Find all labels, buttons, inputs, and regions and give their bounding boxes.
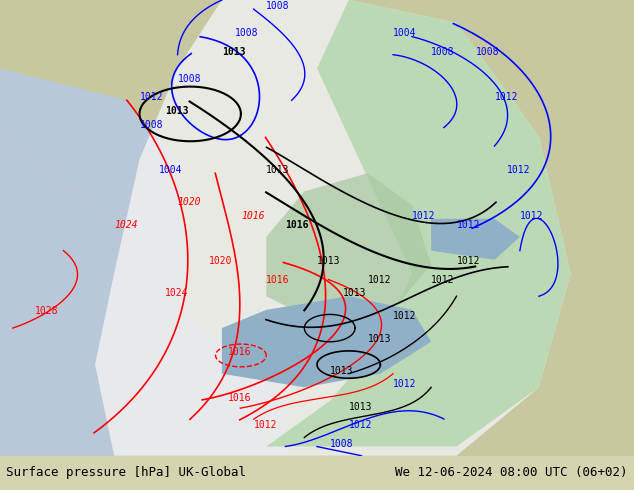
Text: 1008: 1008 — [235, 28, 258, 38]
Polygon shape — [95, 0, 571, 456]
Text: 1016: 1016 — [241, 211, 264, 220]
Polygon shape — [266, 173, 431, 328]
Text: 1004: 1004 — [393, 28, 417, 38]
Text: 1012: 1012 — [393, 311, 417, 321]
Text: 1012: 1012 — [412, 211, 436, 220]
Polygon shape — [266, 0, 571, 446]
Text: 1016: 1016 — [228, 347, 252, 357]
Text: 1016: 1016 — [266, 274, 290, 285]
Text: 1013: 1013 — [222, 47, 245, 57]
Text: 1008: 1008 — [476, 47, 499, 57]
Text: 1024: 1024 — [165, 288, 188, 298]
Text: 1008: 1008 — [431, 47, 455, 57]
Polygon shape — [0, 137, 285, 456]
Polygon shape — [431, 219, 520, 260]
Text: 1016: 1016 — [285, 220, 309, 230]
Text: 1012: 1012 — [254, 420, 277, 430]
Polygon shape — [0, 0, 634, 456]
Polygon shape — [222, 296, 431, 387]
Polygon shape — [0, 69, 190, 319]
Text: 1012: 1012 — [431, 274, 455, 285]
Text: 1012: 1012 — [495, 92, 518, 102]
Text: 1013: 1013 — [349, 402, 372, 412]
Text: 1013: 1013 — [317, 256, 340, 266]
Text: 1008: 1008 — [266, 1, 290, 11]
Text: We 12-06-2024 08:00 UTC (06+02): We 12-06-2024 08:00 UTC (06+02) — [395, 466, 628, 479]
Text: 1012: 1012 — [520, 211, 543, 220]
Text: 1016: 1016 — [228, 393, 252, 403]
Text: 1013: 1013 — [330, 366, 353, 376]
Text: Surface pressure [hPa] UK-Global: Surface pressure [hPa] UK-Global — [6, 466, 247, 479]
Text: 1008: 1008 — [330, 439, 353, 448]
Text: 1013: 1013 — [165, 106, 188, 116]
Text: 1012: 1012 — [456, 220, 480, 230]
Text: 1012: 1012 — [139, 92, 163, 102]
Text: 1012: 1012 — [456, 256, 480, 266]
Text: 1008: 1008 — [178, 74, 201, 84]
Text: 1028: 1028 — [35, 306, 58, 317]
Text: 1020: 1020 — [178, 197, 201, 207]
Text: 1012: 1012 — [507, 165, 531, 175]
Text: 1024: 1024 — [114, 220, 138, 230]
Text: 1004: 1004 — [158, 165, 182, 175]
Text: 1013: 1013 — [342, 288, 366, 298]
Text: 1020: 1020 — [209, 256, 233, 266]
Text: 1013: 1013 — [368, 334, 391, 344]
Text: 1012: 1012 — [368, 274, 391, 285]
Text: 1013: 1013 — [266, 165, 290, 175]
Text: 1008: 1008 — [139, 120, 163, 129]
Text: 1012: 1012 — [349, 420, 372, 430]
Text: 1012: 1012 — [393, 379, 417, 390]
